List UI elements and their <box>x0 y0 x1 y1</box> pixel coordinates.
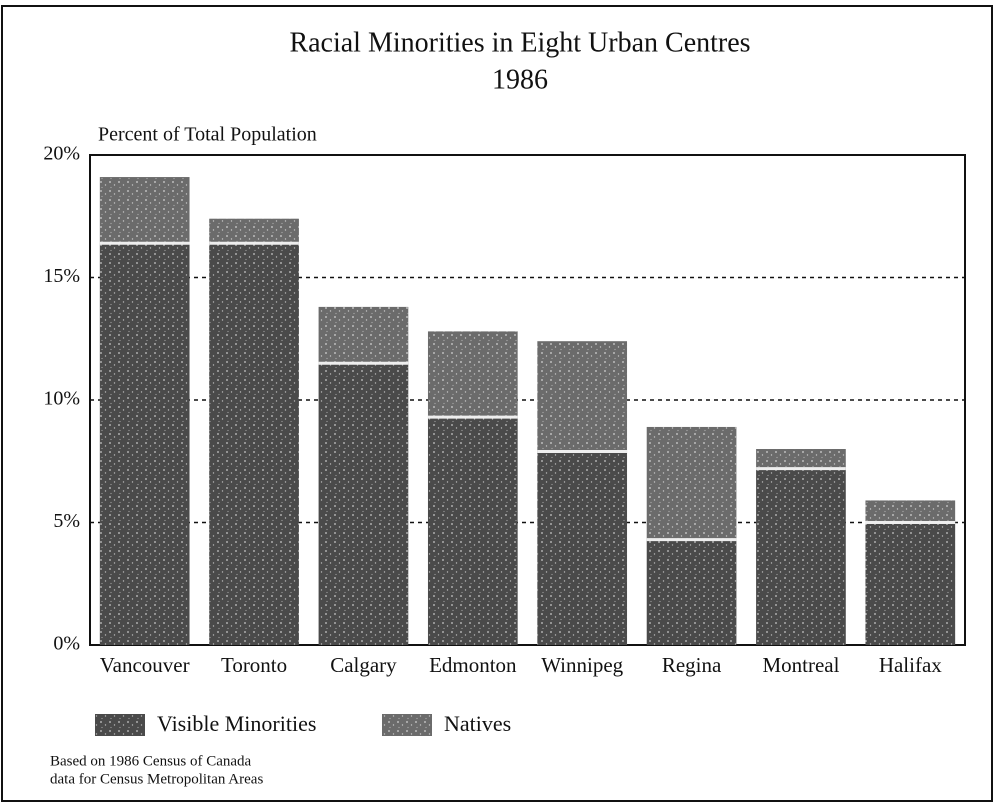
bar-texture <box>99 177 190 244</box>
bar-texture <box>865 522 956 645</box>
x-tick-label: Toronto <box>221 653 287 677</box>
legend-texture <box>382 714 432 736</box>
footnote: Based on 1986 Census of Canada <box>50 753 252 769</box>
bar-texture <box>865 500 956 523</box>
legend-label: Visible Minorities <box>157 711 316 736</box>
bar-texture <box>318 363 409 645</box>
bar-texture <box>646 426 737 540</box>
y-tick-label: 5% <box>53 510 80 532</box>
y-tick-label: 20% <box>43 143 80 165</box>
x-tick-label: Calgary <box>330 653 397 677</box>
plot-frame <box>89 154 966 646</box>
chart-title: Racial Minorities in Eight Urban Centres <box>289 27 750 58</box>
bar-texture <box>318 306 409 364</box>
x-tick-label: Halifax <box>879 653 942 677</box>
bar-texture <box>756 468 846 645</box>
bar-texture <box>537 341 628 452</box>
y-tick-label: 10% <box>43 388 80 410</box>
bar-texture <box>537 451 628 645</box>
x-tick-label: Vancouver <box>100 653 190 677</box>
x-tick-label: Edmonton <box>429 653 517 677</box>
bar-texture <box>209 243 299 645</box>
legend-label: Natives <box>444 711 511 736</box>
chart-subtitle: 1986 <box>492 64 548 95</box>
bar-texture <box>427 417 518 645</box>
y-tick-label: 0% <box>53 633 80 655</box>
bar-texture <box>756 449 846 469</box>
bar-texture <box>99 243 190 645</box>
legend-texture <box>95 714 145 736</box>
footnote: data for Census Metropolitan Areas <box>50 771 263 787</box>
bar-texture <box>209 218 299 244</box>
frame <box>1 5 993 802</box>
bar-texture <box>646 539 737 645</box>
x-tick-label: Montreal <box>762 653 839 677</box>
y-axis-label: Percent of Total Population <box>98 124 317 146</box>
x-tick-label: Regina <box>662 653 722 677</box>
y-tick-label: 15% <box>43 265 80 287</box>
x-tick-label: Winnipeg <box>541 653 623 677</box>
bar-texture <box>427 331 518 418</box>
